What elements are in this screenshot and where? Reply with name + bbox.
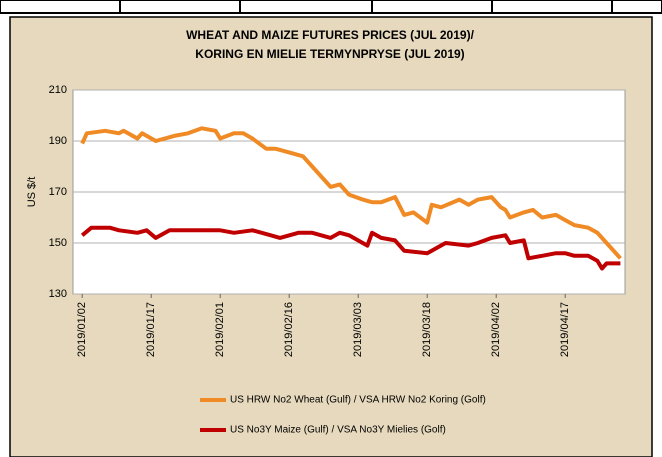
y-tick-label: 190: [49, 135, 67, 147]
x-tick-label: 2019/01/02: [76, 302, 88, 357]
table-strip: [0, 0, 662, 14]
table-row: [0, 0, 662, 14]
chart-title: WHEAT AND MAIZE FUTURES PRICES (JUL 2019…: [186, 28, 474, 42]
x-tick-label: 2019/01/17: [145, 302, 157, 357]
y-tick-label: 210: [49, 84, 67, 96]
legend-label: US No3Y Maize (Gulf) / VSA No3Y Mielies …: [230, 425, 446, 436]
series-line: [80, 126, 622, 260]
legend-label: US HRW No2 Wheat (Gulf) / VSA HRW No2 Ko…: [230, 395, 486, 406]
x-tick-label: 2019/04/02: [490, 302, 502, 357]
chart-title: KORING EN MIELIE TERMYNPRYSE (JUL 2019): [195, 47, 464, 61]
x-tick-label: 2019/03/18: [421, 302, 433, 357]
x-tick-label: 2019/04/17: [559, 302, 571, 357]
x-tick-label: 2019/02/01: [214, 302, 226, 357]
y-tick-label: 130: [49, 288, 67, 300]
x-tick-label: 2019/02/16: [283, 302, 295, 357]
y-tick-label: 150: [49, 237, 67, 249]
y-axis-label: US $/t: [26, 177, 38, 208]
y-tick-label: 170: [49, 186, 67, 198]
x-tick-label: 2019/03/03: [352, 302, 364, 357]
series-line: [80, 225, 621, 271]
